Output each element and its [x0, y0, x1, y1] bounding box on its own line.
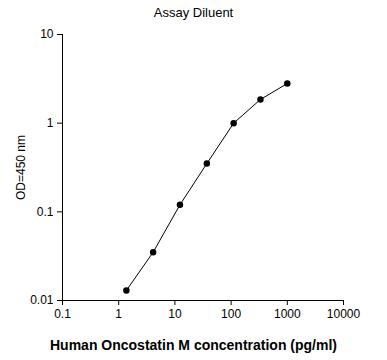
svg-text:10: 10: [40, 27, 54, 41]
svg-text:0.1: 0.1: [54, 307, 71, 321]
html-text:Human Oncostatin M concentrati: Human Oncostatin M concentration (pg/ml): [50, 337, 337, 353]
html-text:Assay Diluent: Assay Diluent: [153, 5, 234, 20]
svg-text:10000: 10000: [327, 307, 361, 321]
svg-text:0.1: 0.1: [37, 205, 54, 219]
svg-text:100: 100: [221, 307, 241, 321]
svg-text:0.01: 0.01: [30, 293, 54, 307]
svg-text:1: 1: [47, 116, 54, 130]
svg-text:OD=450 nm: OD=450 nm: [14, 135, 28, 200]
svg-text:1: 1: [115, 307, 122, 321]
svg-text:10: 10: [168, 307, 182, 321]
svg-text:1000: 1000: [274, 307, 301, 321]
